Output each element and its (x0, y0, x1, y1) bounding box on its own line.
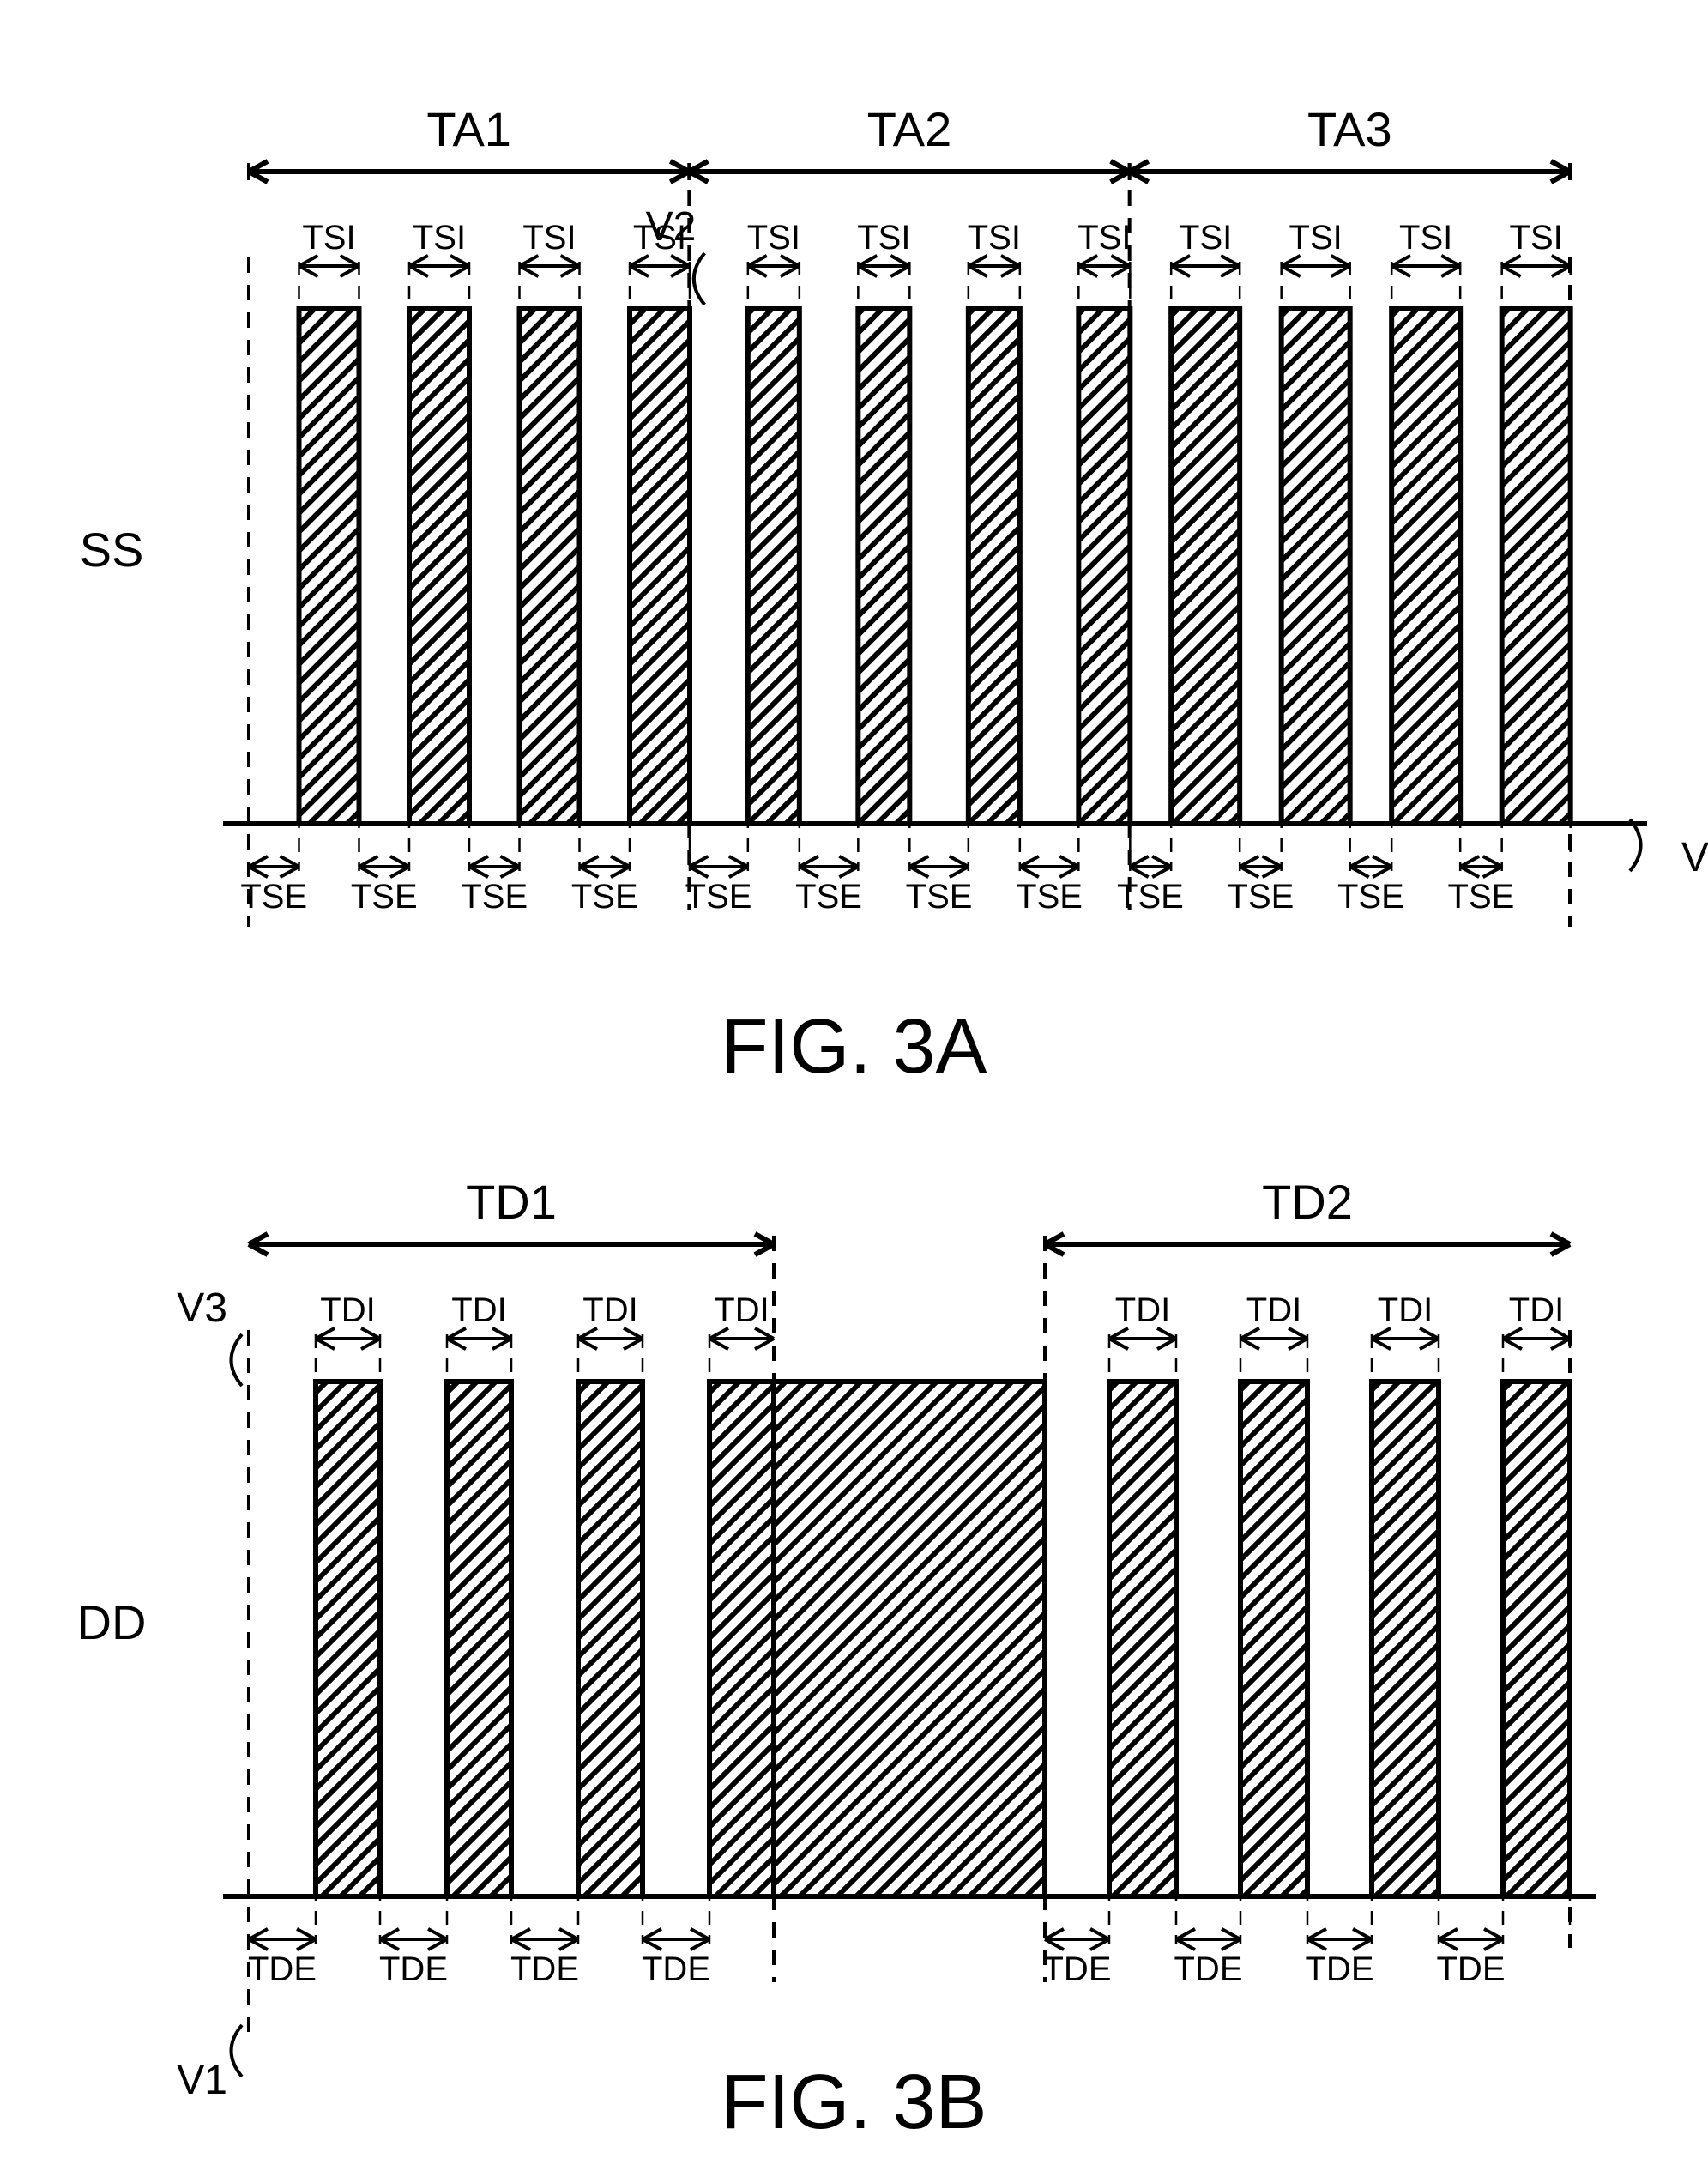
tsi-label: TSI (302, 219, 355, 257)
axis-label-dd: DD (77, 1595, 147, 1649)
fig-3a: TSI TSE TSI TSE TSI TSE TSI TSE TSI TSE TSI TSE TSI T… (0, 102, 1708, 1090)
fig-3b-caption: FIG. 3B (721, 2059, 987, 2145)
tdi-label: TDI (582, 1291, 637, 1329)
tse-label: TSE (461, 878, 528, 916)
axis-label-ss: SS (80, 523, 144, 577)
tse-label: TSE (351, 878, 418, 916)
tsi-label: TSI (522, 219, 576, 257)
tse-label: TSE (906, 878, 973, 916)
tsi-label: TSI (1179, 219, 1232, 257)
tde-label: TDE (1174, 1950, 1243, 1988)
tsi-label: TSI (1077, 219, 1131, 257)
tse-label: TSE (1448, 878, 1515, 916)
tse-label: TSE (240, 878, 307, 916)
tde-label: TDE (1306, 1950, 1374, 1988)
v3-label: V3 (177, 1285, 227, 1331)
tse-label: TSE (1016, 878, 1083, 916)
tdi-label: TDI (714, 1291, 769, 1329)
group-label: TA2 (867, 102, 952, 156)
tsi-label: TSI (1399, 219, 1452, 257)
tdi-label: TDI (320, 1291, 375, 1329)
tde-label: TDE (379, 1950, 448, 1988)
tse-label: TSE (1337, 878, 1404, 916)
tse-label: TSE (1117, 878, 1184, 916)
v1-label-b: V1 (177, 2058, 227, 2103)
tde-label: TDE (248, 1950, 317, 1988)
tde-label: TDE (510, 1950, 579, 1988)
td2-label: TD2 (1262, 1175, 1353, 1229)
v1-label: V1 (1681, 835, 1708, 880)
tde-label: TDE (1437, 1950, 1506, 1988)
tdi-label: TDI (1509, 1291, 1564, 1329)
tdi-label: TDI (1378, 1291, 1433, 1329)
tde-label: TDE (642, 1950, 710, 1988)
tdi-label: TDI (451, 1291, 506, 1329)
tsi-label: TSI (1510, 219, 1563, 257)
tse-label: TSE (685, 878, 752, 916)
group-label: TA1 (426, 102, 511, 156)
tdi-label: TDI (1115, 1291, 1170, 1329)
fig-3a-caption: FIG. 3A (721, 1004, 987, 1090)
tde-label: TDE (1043, 1950, 1112, 1988)
tse-label: TSE (1228, 878, 1295, 916)
tsi-label: TSI (857, 219, 910, 257)
tsi-label: TSI (1289, 219, 1343, 257)
group-label: TA3 (1307, 102, 1392, 156)
tsi-label: TSI (968, 219, 1021, 257)
tsi-label: TSI (747, 219, 800, 257)
tse-label: TSE (571, 878, 638, 916)
v2-label: V2 (646, 204, 697, 250)
tse-label: TSE (795, 878, 862, 916)
tsi-label: TSI (413, 219, 466, 257)
td1-label: TD1 (466, 1175, 557, 1229)
fig-3b: TDI TDE TDI TDE TDI TDE TDI TDE TDI TDE TDI TDE TDI T… (0, 1175, 1708, 2145)
tdi-label: TDI (1246, 1291, 1301, 1329)
